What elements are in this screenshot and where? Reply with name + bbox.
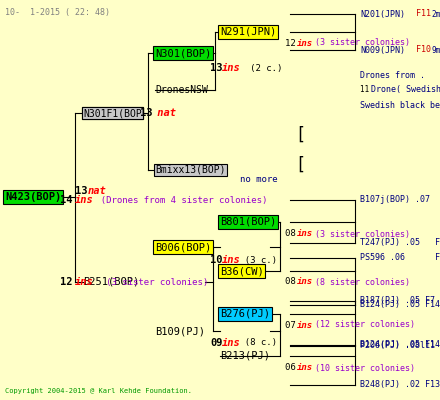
Text: (10 sister colonies): (10 sister colonies) xyxy=(310,364,415,372)
Text: DronesNSW: DronesNSW xyxy=(155,85,208,95)
Text: B187(PJ) .05 F7 -Sardasht93R: B187(PJ) .05 F7 -Sardasht93R xyxy=(360,296,440,306)
Text: N301F1(BOP: N301F1(BOP xyxy=(83,108,142,118)
Text: (12 sister colonies): (12 sister colonies) xyxy=(310,320,415,330)
Text: nat: nat xyxy=(88,186,107,196)
Text: N291(JPN): N291(JPN) xyxy=(220,27,276,37)
Text: B213(PJ): B213(PJ) xyxy=(220,351,270,361)
Text: ins: ins xyxy=(297,278,313,286)
Text: 10: 10 xyxy=(210,255,223,265)
Text: (3 sister colonies): (3 sister colonies) xyxy=(310,38,410,48)
Text: ins: ins xyxy=(222,255,241,265)
Text: B109(PJ): B109(PJ) xyxy=(155,326,205,336)
Text: [: [ xyxy=(295,126,305,144)
Text: PS596 .06      F18 -Sinop72R: PS596 .06 F18 -Sinop72R xyxy=(360,254,440,262)
Text: F11: F11 xyxy=(416,10,431,18)
Text: N423(BOP): N423(BOP) xyxy=(5,192,61,202)
Text: 13: 13 xyxy=(75,186,88,196)
Text: ins: ins xyxy=(75,277,94,287)
Text: ins: ins xyxy=(297,320,313,330)
Text: 08: 08 xyxy=(285,278,301,286)
Text: 9mtDNA-M6-10Q: 9mtDNA-M6-10Q xyxy=(431,46,440,54)
Text: (3 sister colonies): (3 sister colonies) xyxy=(90,278,208,286)
Text: 06: 06 xyxy=(285,364,301,372)
Text: N201(JPN): N201(JPN) xyxy=(360,10,405,18)
Text: 10-  1-2015 ( 22: 48): 10- 1-2015 ( 22: 48) xyxy=(5,8,110,17)
Text: P206(PJ) .08l11-SinopEgg86R: P206(PJ) .08l11-SinopEgg86R xyxy=(360,342,440,350)
Text: ins: ins xyxy=(222,63,241,73)
Text: Drone( Swedish origin, sister c: Drone( Swedish origin, sister c xyxy=(371,86,440,94)
Text: B36(CW): B36(CW) xyxy=(220,266,264,276)
Text: (3 sister colonies): (3 sister colonies) xyxy=(310,230,410,238)
Text: 11: 11 xyxy=(360,86,374,94)
Text: 2mtDNA-M6-10Q: 2mtDNA-M6-10Q xyxy=(431,10,440,18)
Text: B251(BOP): B251(BOP) xyxy=(83,277,139,287)
Text: B124(PJ) .05 F14 -AthosS80R: B124(PJ) .05 F14 -AthosS80R xyxy=(360,340,440,350)
Text: F10: F10 xyxy=(416,46,431,54)
Text: B124(PJ) .05 F14 -AthosS80R: B124(PJ) .05 F14 -AthosS80R xyxy=(360,300,440,310)
Text: nat: nat xyxy=(151,108,176,118)
Text: 13: 13 xyxy=(210,63,223,73)
Text: no more: no more xyxy=(240,176,278,184)
Text: B248(PJ) .02 F13 -AthosS80R: B248(PJ) .02 F13 -AthosS80R xyxy=(360,380,440,390)
Text: 09: 09 xyxy=(210,338,223,348)
Text: T247(PJ) .05   F3 -Athos00R: T247(PJ) .05 F3 -Athos00R xyxy=(360,238,440,248)
Text: 13: 13 xyxy=(140,108,153,118)
Text: ins: ins xyxy=(297,38,313,48)
Text: ins: ins xyxy=(297,364,313,372)
Text: N301F1(BOP: N301F1(BOP xyxy=(83,108,142,118)
Text: Bmixx13(BOP): Bmixx13(BOP) xyxy=(155,165,225,175)
Text: 14: 14 xyxy=(60,195,79,205)
Text: N301(BOP): N301(BOP) xyxy=(155,48,211,58)
Text: ins: ins xyxy=(75,195,94,205)
Text: (8 sister colonies): (8 sister colonies) xyxy=(310,278,410,286)
Text: [: [ xyxy=(295,156,305,174)
Text: 12: 12 xyxy=(285,38,301,48)
Text: 12: 12 xyxy=(60,277,79,287)
Text: (2 c.): (2 c.) xyxy=(234,64,282,72)
Text: ins: ins xyxy=(297,230,313,238)
Text: Drones from .         no more: Drones from . no more xyxy=(360,70,440,80)
Text: Swedish black bees .no more: Swedish black bees .no more xyxy=(360,100,440,110)
Text: B006(BOP): B006(BOP) xyxy=(155,242,211,252)
Text: Copyright 2004-2015 @ Karl Kehde Foundation.: Copyright 2004-2015 @ Karl Kehde Foundat… xyxy=(5,388,192,394)
Text: (8 c.): (8 c.) xyxy=(234,338,277,348)
Text: (3 c.): (3 c.) xyxy=(234,256,277,264)
Text: 07: 07 xyxy=(285,320,301,330)
Text: N009(JPN): N009(JPN) xyxy=(360,46,405,54)
Text: 08: 08 xyxy=(285,230,301,238)
Text: B801(BOP): B801(BOP) xyxy=(220,217,276,227)
Text: B276(PJ): B276(PJ) xyxy=(220,309,270,319)
Text: (Drones from 4 sister colonies): (Drones from 4 sister colonies) xyxy=(90,196,268,204)
Text: ins: ins xyxy=(222,338,241,348)
Text: B107j(BOP) .07  F8 -NO6294R: B107j(BOP) .07 F8 -NO6294R xyxy=(360,196,440,204)
